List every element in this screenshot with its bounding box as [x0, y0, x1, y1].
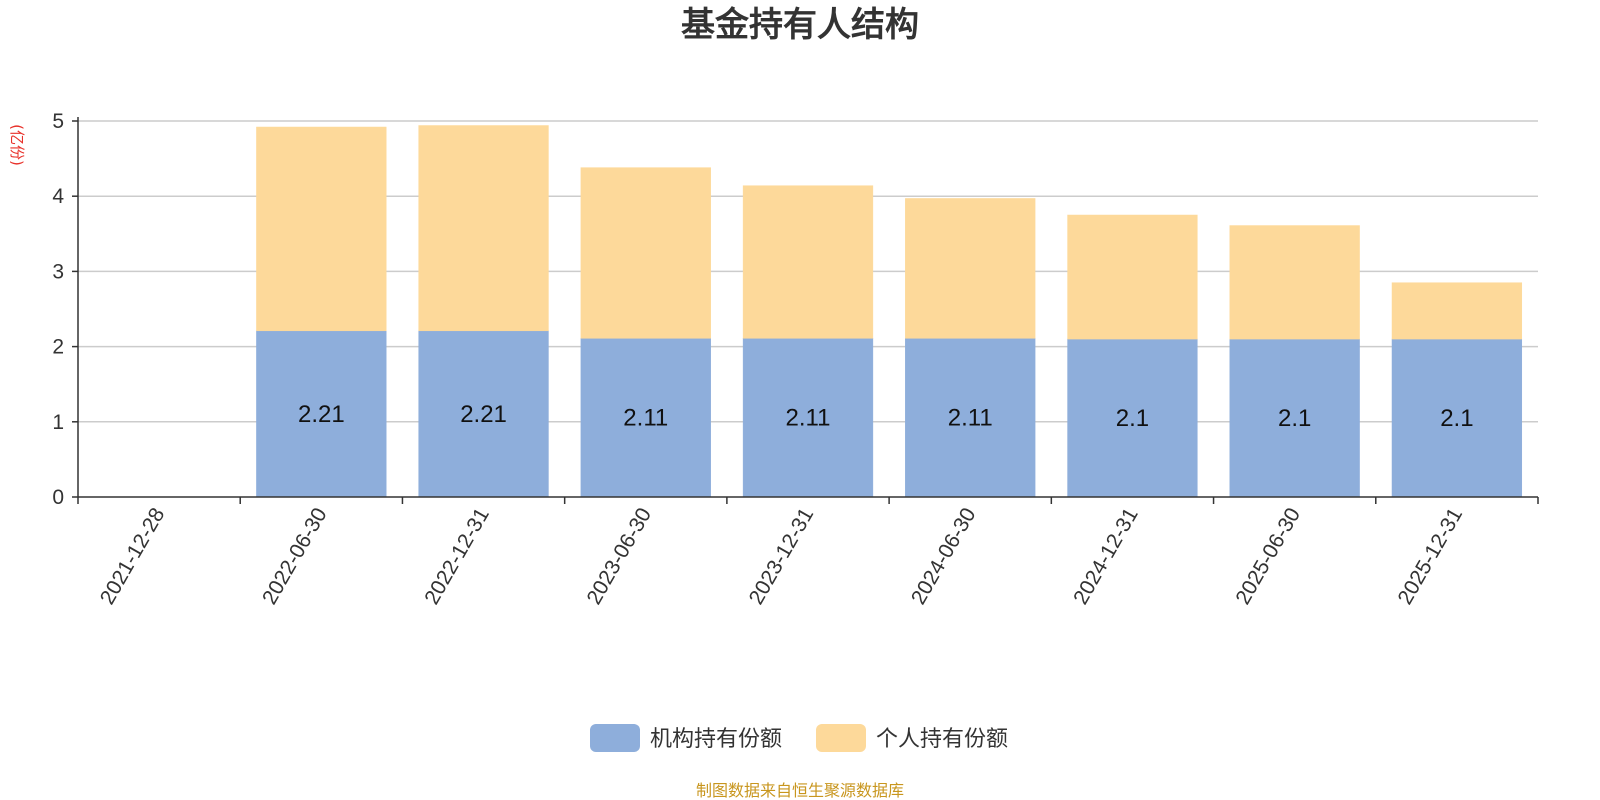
- bar-value-label: 2.1: [1116, 405, 1149, 432]
- bar-individual: [742, 185, 874, 339]
- bar-institutional: [418, 330, 549, 498]
- x-tick-label: 2021-12-28: [96, 504, 170, 609]
- x-tick-label: 2023-06-30: [582, 504, 656, 609]
- x-tick-label: 2024-12-31: [1069, 504, 1143, 609]
- y-axis-unit-label: (亿份): [8, 124, 26, 166]
- bar-individual: [1067, 214, 1198, 340]
- x-tick-label: 2024-06-30: [907, 504, 981, 609]
- y-tick-label: 5: [52, 110, 64, 133]
- legend-label: 个人持有份额: [876, 727, 1008, 752]
- legend-swatch: [590, 724, 640, 752]
- x-tick-label: 2025-06-30: [1231, 504, 1305, 609]
- bar-value-label: 2.11: [948, 405, 993, 432]
- bar-institutional: [905, 338, 1036, 498]
- bar-value-label: 2.21: [298, 401, 345, 428]
- bar-institutional: [1391, 338, 1523, 498]
- bar-individual: [418, 125, 549, 332]
- bar-value-label: 2.21: [460, 401, 507, 428]
- legend-swatch: [816, 724, 866, 752]
- bar-individual: [1391, 282, 1523, 340]
- bar-individual: [580, 167, 711, 339]
- y-tick-label: 0: [52, 486, 64, 509]
- bar-value-label: 2.11: [623, 405, 668, 432]
- bar-individual: [256, 126, 387, 332]
- bar-value-label: 2.1: [1278, 405, 1311, 432]
- bar-individual: [905, 198, 1036, 339]
- bars-group: 2.21 2.21 2.11 2.11 2.11 2.1 2.1 2.1: [256, 125, 1523, 498]
- x-tick-label: 2025-12-31: [1394, 504, 1468, 609]
- bar-institutional: [1229, 338, 1360, 498]
- bar-individual: [1229, 225, 1360, 340]
- source-note: 制图数据来自恒生聚源数据库: [696, 781, 904, 800]
- y-tick-label: 1: [52, 411, 64, 434]
- y-tick-label: 3: [52, 260, 64, 283]
- chart-title: 基金持有人结构: [681, 5, 919, 45]
- bar-institutional: [256, 330, 387, 498]
- bar-value-label: 2.11: [786, 405, 831, 432]
- y-tick-label: 2: [52, 336, 64, 359]
- bar-institutional: [742, 338, 874, 498]
- x-tick-label: 2022-06-30: [258, 504, 332, 609]
- bar-institutional: [1067, 338, 1198, 498]
- x-tick-label: 2023-12-31: [745, 504, 819, 609]
- y-tick-label: 4: [52, 185, 64, 208]
- bar-value-label: 2.1: [1440, 405, 1473, 432]
- x-tick-label: 2022-12-31: [420, 504, 494, 609]
- legend: 机构持有份额 个人持有份额: [590, 724, 1008, 752]
- bar-institutional: [580, 338, 711, 498]
- legend-label: 机构持有份额: [650, 727, 782, 752]
